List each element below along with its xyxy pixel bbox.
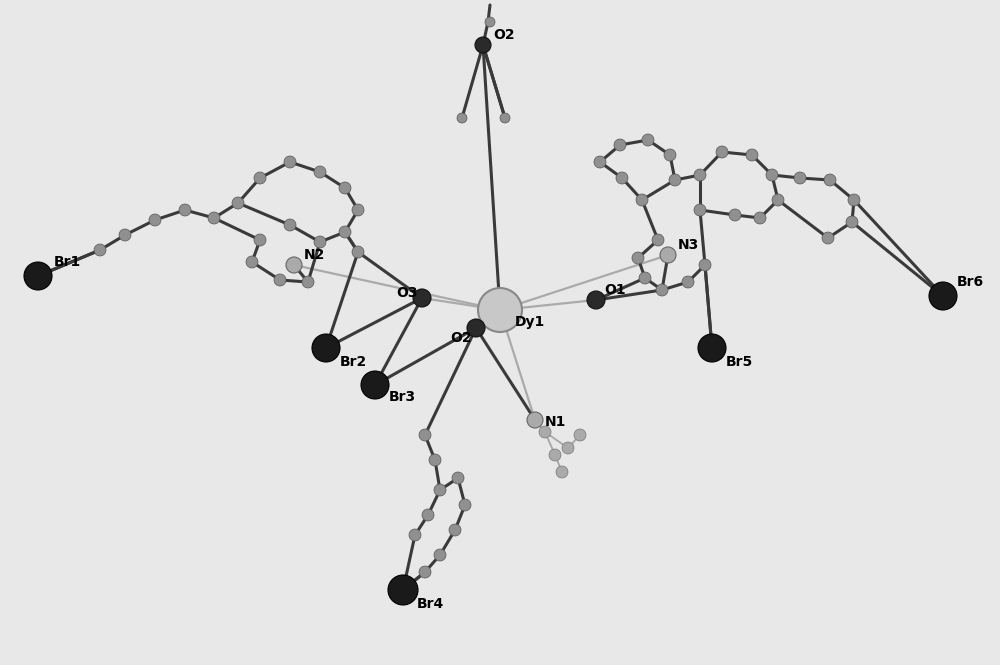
- Circle shape: [766, 169, 778, 181]
- Text: Dy1: Dy1: [515, 315, 545, 329]
- Circle shape: [824, 174, 836, 186]
- Text: O3: O3: [396, 286, 418, 300]
- Circle shape: [587, 291, 605, 309]
- Circle shape: [632, 252, 644, 264]
- Circle shape: [254, 172, 266, 184]
- Circle shape: [419, 566, 431, 578]
- Circle shape: [822, 232, 834, 244]
- Circle shape: [614, 139, 626, 151]
- Circle shape: [500, 113, 510, 123]
- Circle shape: [594, 156, 606, 168]
- Circle shape: [119, 229, 131, 241]
- Circle shape: [339, 182, 351, 194]
- Circle shape: [746, 149, 758, 161]
- Circle shape: [642, 134, 654, 146]
- Circle shape: [848, 194, 860, 206]
- Circle shape: [639, 272, 651, 284]
- Circle shape: [754, 212, 766, 224]
- Circle shape: [284, 219, 296, 231]
- Circle shape: [208, 212, 220, 224]
- Text: Br4: Br4: [417, 597, 444, 611]
- Circle shape: [24, 262, 52, 290]
- Circle shape: [694, 204, 706, 216]
- Circle shape: [929, 282, 957, 310]
- Text: N2: N2: [304, 248, 325, 262]
- Circle shape: [664, 149, 676, 161]
- Text: O2: O2: [493, 28, 515, 42]
- Circle shape: [149, 214, 161, 226]
- Circle shape: [485, 17, 495, 27]
- Circle shape: [314, 236, 326, 248]
- Circle shape: [246, 256, 258, 268]
- Circle shape: [549, 449, 561, 461]
- Circle shape: [475, 37, 491, 53]
- Circle shape: [352, 246, 364, 258]
- Circle shape: [527, 412, 543, 428]
- Circle shape: [452, 472, 464, 484]
- Circle shape: [716, 146, 728, 158]
- Circle shape: [562, 442, 574, 454]
- Circle shape: [422, 509, 434, 521]
- Circle shape: [729, 209, 741, 221]
- Text: Br1: Br1: [54, 255, 81, 269]
- Circle shape: [539, 426, 551, 438]
- Circle shape: [846, 216, 858, 228]
- Text: Br5: Br5: [726, 355, 753, 369]
- Circle shape: [694, 169, 706, 181]
- Circle shape: [339, 226, 351, 238]
- Circle shape: [616, 172, 628, 184]
- Circle shape: [656, 284, 668, 296]
- Circle shape: [179, 204, 191, 216]
- Circle shape: [772, 194, 784, 206]
- Circle shape: [274, 274, 286, 286]
- Circle shape: [574, 429, 586, 441]
- Circle shape: [429, 454, 441, 466]
- Circle shape: [434, 484, 446, 496]
- Circle shape: [232, 197, 244, 209]
- Circle shape: [698, 334, 726, 362]
- Circle shape: [459, 499, 471, 511]
- Circle shape: [388, 575, 418, 605]
- Text: Br3: Br3: [389, 390, 416, 404]
- Circle shape: [284, 156, 296, 168]
- Circle shape: [286, 257, 302, 273]
- Circle shape: [699, 259, 711, 271]
- Circle shape: [669, 174, 681, 186]
- Circle shape: [457, 113, 467, 123]
- Circle shape: [94, 244, 106, 256]
- Text: O1: O1: [604, 283, 626, 297]
- Text: O2: O2: [450, 331, 472, 345]
- Circle shape: [409, 529, 421, 541]
- Circle shape: [312, 334, 340, 362]
- Circle shape: [449, 524, 461, 536]
- Circle shape: [652, 234, 664, 246]
- Circle shape: [682, 276, 694, 288]
- Circle shape: [434, 549, 446, 561]
- Text: Br2: Br2: [340, 355, 367, 369]
- Circle shape: [419, 429, 431, 441]
- Text: Br6: Br6: [957, 275, 984, 289]
- Text: N1: N1: [545, 415, 566, 429]
- Circle shape: [478, 288, 522, 332]
- Circle shape: [254, 234, 266, 246]
- Circle shape: [794, 172, 806, 184]
- Circle shape: [361, 371, 389, 399]
- Circle shape: [314, 166, 326, 178]
- Circle shape: [352, 204, 364, 216]
- Circle shape: [467, 319, 485, 337]
- Circle shape: [636, 194, 648, 206]
- Circle shape: [302, 276, 314, 288]
- Circle shape: [413, 289, 431, 307]
- Text: N3: N3: [678, 238, 699, 252]
- Circle shape: [556, 466, 568, 478]
- Circle shape: [660, 247, 676, 263]
